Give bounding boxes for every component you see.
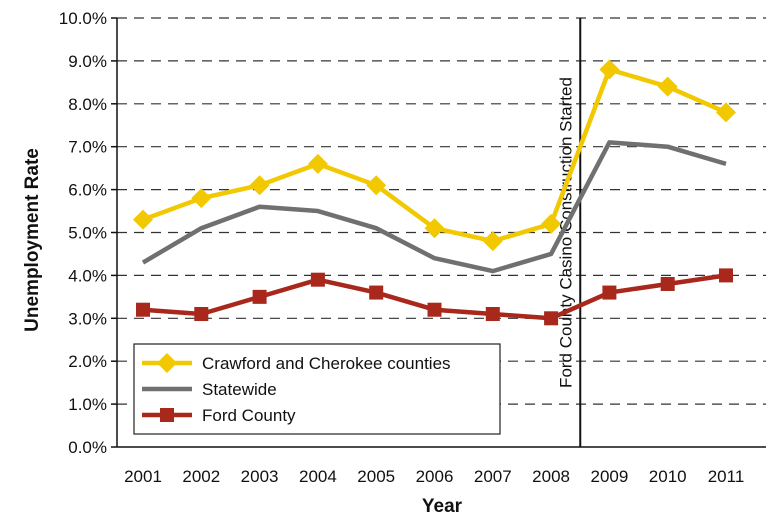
series	[133, 59, 736, 326]
data-point-marker	[482, 231, 503, 252]
legend-label: Crawford and Cherokee counties	[202, 354, 451, 373]
legend-item: Ford County	[142, 406, 296, 425]
y-tick-label: 4.0%	[68, 266, 107, 285]
data-point-marker	[310, 272, 325, 287]
series-line	[141, 140, 727, 274]
x-tick-label: 2006	[416, 467, 454, 486]
data-point-marker	[366, 175, 387, 196]
data-point-marker	[544, 311, 559, 326]
x-tick-labels: 2001 2002 2003 2004 2005 2006 2007 2008 2009 2010…	[124, 467, 744, 486]
data-point-marker	[719, 268, 733, 283]
data-point-marker	[657, 76, 678, 97]
data-point-marker	[660, 276, 675, 291]
y-tick-label: 2.0%	[68, 352, 107, 371]
x-tick-label: 2001	[124, 467, 162, 486]
series-2	[141, 140, 727, 274]
x-tick-label: 2003	[241, 467, 279, 486]
x-axis-title: Year	[422, 496, 463, 517]
legend-swatch-marker	[157, 353, 177, 373]
y-tick-label: 6.0%	[68, 181, 107, 200]
data-point-marker	[191, 188, 212, 209]
legend-swatch-marker	[160, 408, 174, 422]
legend-item: Crawford and Cherokee counties	[142, 353, 451, 373]
x-tick-label: 2009	[590, 467, 628, 486]
series-1	[133, 59, 736, 252]
series-3	[136, 268, 733, 326]
annotation-text: Ford County Casino Construction Started	[556, 77, 575, 388]
x-tick-label: 2004	[299, 467, 337, 486]
data-point-marker	[249, 175, 270, 196]
data-point-marker	[485, 307, 500, 322]
y-tick-label: 8.0%	[68, 95, 107, 114]
data-point-marker	[369, 285, 384, 300]
data-point-marker	[252, 289, 267, 304]
data-point-marker	[136, 302, 150, 317]
x-tick-label: 2005	[357, 467, 395, 486]
data-point-marker	[602, 285, 617, 300]
legend: Crawford and Cherokee counties Statewide F…	[133, 343, 501, 435]
legend-box	[133, 343, 501, 435]
x-tick-label: 2007	[474, 467, 512, 486]
x-tick-label: 2008	[532, 467, 570, 486]
legend-label: Ford County	[202, 406, 296, 425]
data-point-marker	[541, 213, 562, 234]
legend-label: Statewide	[202, 380, 277, 399]
data-point-marker	[716, 102, 736, 123]
data-point-marker	[599, 59, 620, 80]
x-tick-label: 2002	[182, 467, 220, 486]
y-tick-label: 0.0%	[68, 438, 107, 457]
y-tick-label: 1.0%	[68, 395, 107, 414]
axes	[111, 17, 766, 448]
y-tick-label: 3.0%	[68, 309, 107, 328]
x-tick-label: 2011	[708, 467, 745, 486]
y-axis-title: Unemployment Rate	[22, 148, 43, 332]
y-tick-label: 7.0%	[68, 138, 107, 157]
y-tick-label: 5.0%	[68, 224, 107, 243]
y-tick-labels: 0.0% 1.0% 2.0% 3.0% 4.0% 5.0% 6.0% 7.0% 8.0% 9.0%…	[59, 9, 107, 457]
data-point-marker	[133, 209, 153, 230]
y-tick-label: 10.0%	[59, 9, 107, 28]
data-point-marker	[427, 302, 442, 317]
data-point-marker	[307, 153, 328, 174]
y-tick-label: 9.0%	[68, 52, 107, 71]
data-point-marker	[194, 307, 209, 322]
legend-item: Statewide	[142, 380, 277, 399]
data-point-marker	[424, 218, 445, 239]
x-tick-label: 2010	[649, 467, 687, 486]
